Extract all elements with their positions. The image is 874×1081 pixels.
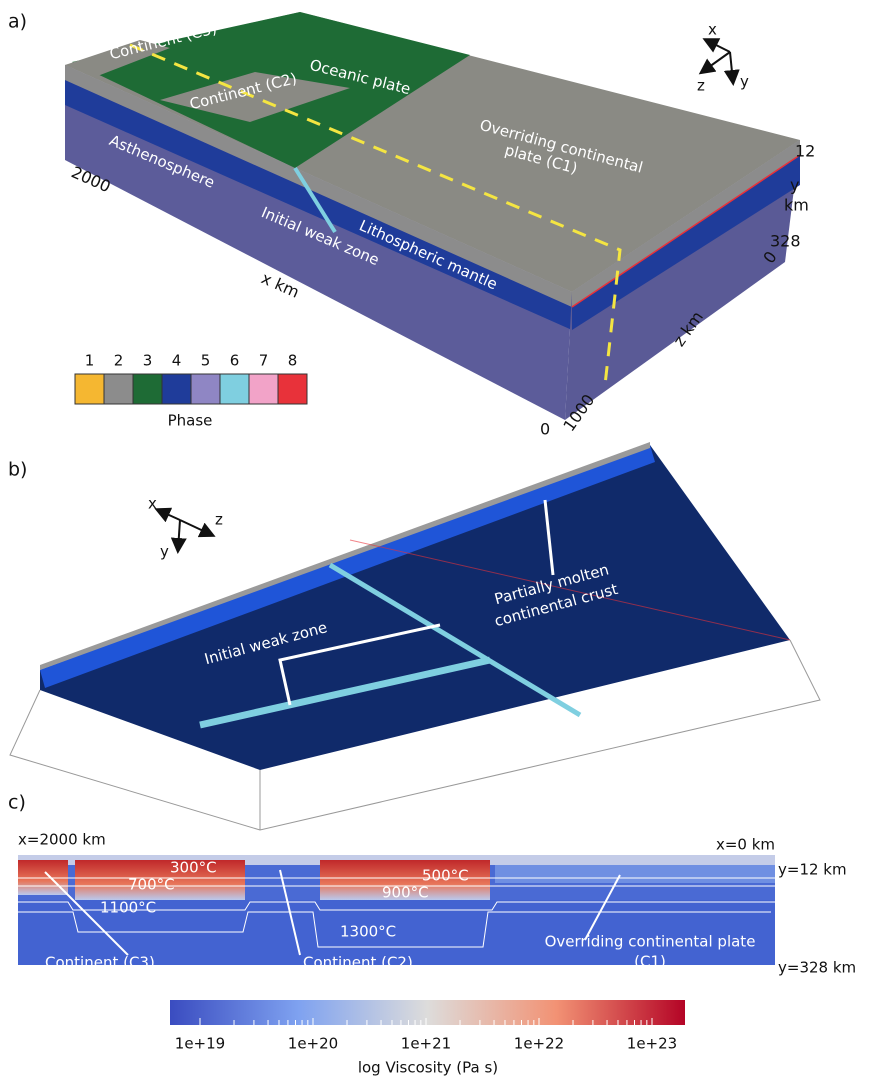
compass-label: x xyxy=(148,495,157,513)
colorbar-tick-label: 1e+22 xyxy=(514,1035,564,1053)
phase-legend: 1 2 3 4 5 6 7 8 xyxy=(75,352,307,405)
legend-label: 7 xyxy=(259,352,269,370)
legend-label: 8 xyxy=(288,352,298,370)
figure: a) Continent (C3) Oceanic plate Continen… xyxy=(0,0,874,1081)
axis-label: km xyxy=(784,196,809,215)
legend-label: 2 xyxy=(114,352,124,370)
panel-label: b) xyxy=(8,459,27,481)
compass xyxy=(702,40,733,82)
legend-swatch xyxy=(133,374,162,404)
legend-swatch xyxy=(249,374,278,404)
compass-label: z xyxy=(697,77,705,95)
isotherm-label: 500°C xyxy=(422,867,469,885)
axis-label: y xyxy=(790,176,799,195)
page: a) Continent (C3) Oceanic plate Continen… xyxy=(0,0,874,1081)
colorbar-tick-label: 1e+20 xyxy=(288,1035,338,1053)
panel-label: a) xyxy=(8,11,27,33)
inverted-box xyxy=(10,442,820,830)
compass-label: x xyxy=(708,21,717,39)
legend-swatch xyxy=(162,374,191,404)
axis-label: 12 xyxy=(795,142,815,161)
legend-swatch xyxy=(220,374,249,404)
edge-label: x=0 km xyxy=(716,836,775,854)
colorbar-ticks: 1e+19 1e+20 1e+21 1e+22 1e+23 xyxy=(175,1035,677,1053)
compass-label: y xyxy=(740,73,749,91)
legend-swatch xyxy=(75,374,104,404)
colorbar xyxy=(170,1000,685,1025)
panel-label: c) xyxy=(8,792,26,814)
legend-swatch xyxy=(191,374,220,404)
legend-swatch xyxy=(104,374,133,404)
axis-label: 328 xyxy=(770,232,801,251)
legend-swatch xyxy=(278,374,307,404)
edge-label: y=12 km xyxy=(778,861,847,879)
compass-label: z xyxy=(215,511,223,529)
region-label: Overriding continental plate xyxy=(545,933,756,951)
colorbar-tick-label: 1e+21 xyxy=(401,1035,451,1053)
legend-label: 4 xyxy=(172,352,182,370)
colorbar-tick-label: 1e+23 xyxy=(627,1035,677,1053)
legend-label: 3 xyxy=(143,352,153,370)
isotherm-label: 1300°C xyxy=(340,923,396,941)
colorbar-tick-label: 1e+19 xyxy=(175,1035,225,1053)
isotherm-label: 900°C xyxy=(382,884,429,902)
isotherm-label: 1100°C xyxy=(100,899,156,917)
isotherm-label: 300°C xyxy=(170,859,217,877)
legend-title: Phase xyxy=(168,412,213,430)
region-label: Continent (C2) xyxy=(303,954,413,972)
region-label: Continent (C3) xyxy=(45,954,155,972)
colorbar-title: log Viscosity (Pa s) xyxy=(358,1059,498,1077)
legend-label: 1 xyxy=(85,352,95,370)
edge-label: x=2000 km xyxy=(18,831,106,849)
isotherm-label: 700°C xyxy=(128,876,175,894)
legend-label: 6 xyxy=(230,352,240,370)
edge-label: y=328 km xyxy=(778,959,856,977)
legend-label: 5 xyxy=(201,352,211,370)
axis-label: 0 xyxy=(540,420,550,439)
region-label: (C1) xyxy=(634,953,666,971)
compass-label: y xyxy=(160,543,169,561)
